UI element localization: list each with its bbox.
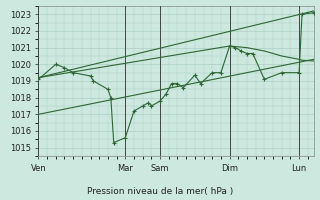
Text: Pression niveau de la mer( hPa ): Pression niveau de la mer( hPa ) — [87, 187, 233, 196]
